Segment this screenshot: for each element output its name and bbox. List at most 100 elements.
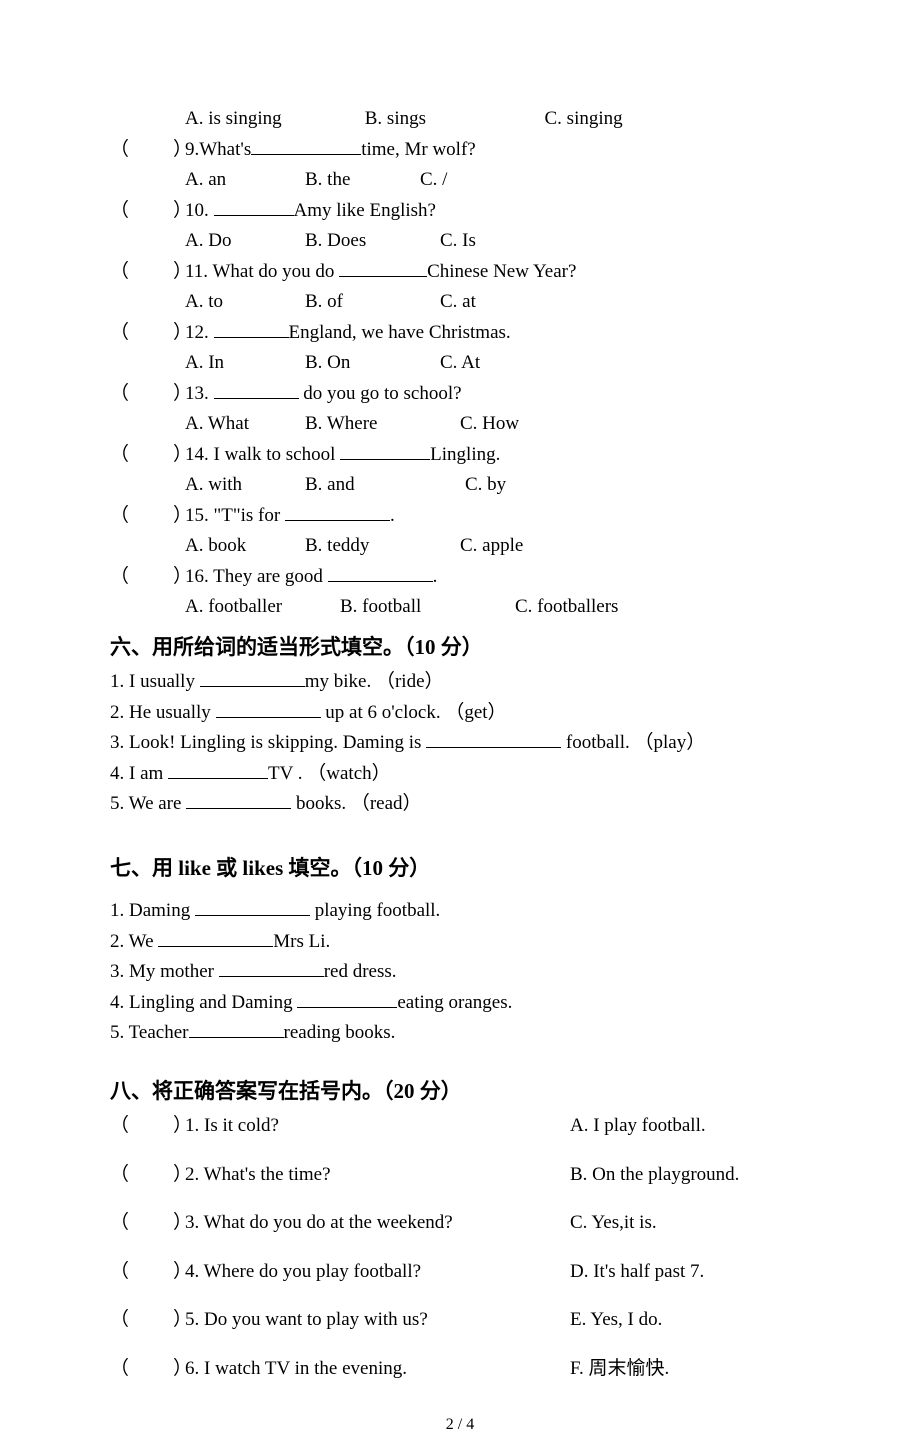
answer-blank[interactable] xyxy=(214,337,289,338)
fill-item: 4. Lingling and Daming eating oranges. xyxy=(110,989,810,1018)
fill-item: 3. My mother red dress. xyxy=(110,958,810,987)
answer-paren[interactable]: （） xyxy=(110,136,185,165)
answer-blank[interactable] xyxy=(340,459,430,460)
fill-item: 1. Daming playing football. xyxy=(110,897,810,926)
section6-title: 六、用所给词的适当形式填空。（10 分） xyxy=(110,632,810,664)
answer-blank[interactable] xyxy=(426,747,561,748)
match-question: 5. Do you want to play with us? xyxy=(185,1306,428,1335)
mcq-options: A. anB. theC. / xyxy=(110,166,810,195)
question-text: 11. What do you do Chinese New Year? xyxy=(185,258,810,287)
option: C. footballers xyxy=(515,593,635,622)
match-question: 2. What's the time? xyxy=(185,1161,331,1190)
answer-paren[interactable]: （） xyxy=(110,441,185,470)
opt-c: C. singing xyxy=(545,105,623,134)
answer-paren[interactable]: （） xyxy=(110,319,185,348)
question-text: 9.What'stime, Mr wolf? xyxy=(185,136,810,165)
answer-paren[interactable]: （） xyxy=(110,380,185,409)
option: C. How xyxy=(460,410,540,439)
match-question: 6. I watch TV in the evening. xyxy=(185,1355,407,1384)
opt-a: A. is singing xyxy=(185,105,360,134)
match-answer: A. I play football. xyxy=(570,1112,810,1141)
match-question: 3. What do you do at the weekend? xyxy=(185,1209,453,1238)
option: B. On xyxy=(305,349,440,378)
answer-paren[interactable]: （） xyxy=(110,197,185,226)
answer-paren[interactable]: （） xyxy=(110,1209,185,1238)
mcq-question: （）12. England, we have Christmas. xyxy=(110,319,810,348)
page-number: 2 / 4 xyxy=(110,1413,810,1437)
answer-blank[interactable] xyxy=(285,520,390,521)
answer-paren[interactable]: （） xyxy=(110,1161,185,1190)
answer-blank[interactable] xyxy=(214,398,299,399)
question-text: 14. I walk to school Lingling. xyxy=(185,441,810,470)
answer-paren[interactable]: （） xyxy=(110,1112,185,1141)
match-question: 4. Where do you play football? xyxy=(185,1258,421,1287)
mcq-options: A. footballerB. footballC. footballers xyxy=(110,593,810,622)
match-question: 1. Is it cold? xyxy=(185,1112,279,1141)
answer-blank[interactable] xyxy=(328,581,433,582)
answer-paren[interactable]: （） xyxy=(110,1258,185,1287)
answer-blank[interactable] xyxy=(186,808,291,809)
option: A. In xyxy=(185,349,305,378)
answer-paren[interactable]: （） xyxy=(110,1355,185,1384)
answer-blank[interactable] xyxy=(158,946,273,947)
mcq-question: （）13. do you go to school? xyxy=(110,380,810,409)
fill-item: 5. Teacherreading books. xyxy=(110,1019,810,1048)
mcq-options: A. WhatB. WhereC. How xyxy=(110,410,810,439)
option: B. the xyxy=(305,166,420,195)
question-text: 12. England, we have Christmas. xyxy=(185,319,810,348)
opt-b: B. sings xyxy=(365,105,540,134)
mcq-question: （）14. I walk to school Lingling. xyxy=(110,441,810,470)
match-row: （） 5. Do you want to play with us? E. Ye… xyxy=(110,1306,810,1335)
mcq-question: （）16. They are good . xyxy=(110,563,810,592)
option: A. What xyxy=(185,410,305,439)
answer-paren[interactable]: （） xyxy=(110,563,185,592)
match-answer: F. 周末愉快. xyxy=(570,1355,810,1384)
fill-item: 4. I am TV . （watch） xyxy=(110,760,810,789)
answer-blank[interactable] xyxy=(168,778,268,779)
fill-item: 2. He usually up at 6 o'clock. （get） xyxy=(110,699,810,728)
mcq-options: A. bookB. teddyC. apple xyxy=(110,532,810,561)
section7-title: 七、用 like 或 likes 填空。（10 分） xyxy=(110,853,810,885)
option: C. apple xyxy=(460,532,550,561)
match-answer: E. Yes, I do. xyxy=(570,1306,810,1335)
question-text: 16. They are good . xyxy=(185,563,810,592)
answer-paren[interactable]: （） xyxy=(110,502,185,531)
answer-blank[interactable] xyxy=(195,915,310,916)
answer-paren[interactable]: （） xyxy=(110,1306,185,1335)
mcq-question: （）9.What'stime, Mr wolf? xyxy=(110,136,810,165)
answer-blank[interactable] xyxy=(251,154,361,155)
option: A. to xyxy=(185,288,305,317)
answer-blank[interactable] xyxy=(200,686,305,687)
option: B. and xyxy=(305,471,465,500)
mcq-question: （）15. "T"is for . xyxy=(110,502,810,531)
option: C. by xyxy=(465,471,525,500)
answer-blank[interactable] xyxy=(339,276,427,277)
option: A. Do xyxy=(185,227,305,256)
fill-item: 1. I usually my bike. （ride） xyxy=(110,668,810,697)
option: B. football xyxy=(340,593,515,622)
mcq-question: （）10. Amy like English? xyxy=(110,197,810,226)
question-text: 13. do you go to school? xyxy=(185,380,810,409)
mcq-options-first: A. is singing B. sings C. singing xyxy=(110,105,810,134)
answer-blank[interactable] xyxy=(219,976,324,977)
option: B. teddy xyxy=(305,532,460,561)
option: A. footballer xyxy=(185,593,340,622)
fill-item: 2. We Mrs Li. xyxy=(110,928,810,957)
fill-item: 3. Look! Lingling is skipping. Daming is… xyxy=(110,729,810,758)
answer-blank[interactable] xyxy=(214,215,294,216)
answer-paren[interactable]: （） xyxy=(110,258,185,287)
match-answer: C. Yes,it is. xyxy=(570,1209,810,1238)
mcq-options: A. InB. OnC. At xyxy=(110,349,810,378)
question-text: 10. Amy like English? xyxy=(185,197,810,226)
answer-blank[interactable] xyxy=(216,717,321,718)
option: C. At xyxy=(440,349,500,378)
fill-item: 5. We are books. （read） xyxy=(110,790,810,819)
option: C. at xyxy=(440,288,500,317)
answer-blank[interactable] xyxy=(189,1037,284,1038)
mcq-options: A. DoB. DoesC. Is xyxy=(110,227,810,256)
answer-blank[interactable] xyxy=(297,1007,397,1008)
option: A. an xyxy=(185,166,305,195)
match-row: （） 2. What's the time?B. On the playgrou… xyxy=(110,1161,810,1190)
match-row: （） 4. Where do you play football? D. It'… xyxy=(110,1258,810,1287)
question-text: 15. "T"is for . xyxy=(185,502,810,531)
